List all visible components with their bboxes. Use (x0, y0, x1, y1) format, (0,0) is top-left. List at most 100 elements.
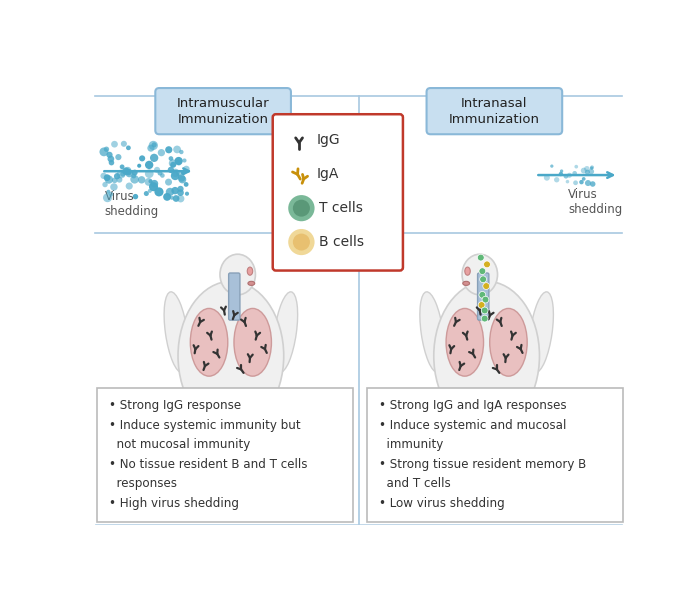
Circle shape (559, 172, 563, 176)
Circle shape (163, 193, 171, 201)
Circle shape (575, 165, 578, 168)
Circle shape (169, 156, 174, 161)
Circle shape (104, 147, 109, 152)
Circle shape (125, 170, 133, 177)
Ellipse shape (434, 282, 540, 431)
Circle shape (126, 183, 133, 189)
Circle shape (585, 170, 590, 175)
Ellipse shape (164, 292, 188, 373)
Ellipse shape (446, 308, 484, 376)
Circle shape (181, 171, 185, 175)
Circle shape (126, 146, 131, 150)
Circle shape (174, 157, 183, 165)
Circle shape (584, 166, 589, 172)
Circle shape (138, 176, 146, 183)
Circle shape (148, 179, 153, 183)
Ellipse shape (247, 267, 253, 275)
Circle shape (145, 161, 153, 169)
Circle shape (108, 156, 114, 162)
Circle shape (105, 176, 113, 184)
Circle shape (108, 192, 113, 196)
Circle shape (106, 152, 113, 158)
Circle shape (150, 180, 158, 187)
Text: Virus
shedding: Virus shedding (568, 188, 622, 216)
Circle shape (185, 192, 189, 196)
Circle shape (158, 149, 165, 156)
Ellipse shape (190, 308, 228, 376)
Circle shape (482, 307, 488, 314)
Circle shape (116, 154, 122, 160)
Circle shape (589, 169, 594, 174)
Circle shape (183, 159, 186, 162)
Circle shape (177, 195, 184, 202)
Circle shape (573, 180, 578, 185)
Circle shape (183, 166, 190, 173)
Circle shape (116, 177, 122, 183)
Circle shape (106, 190, 111, 193)
Circle shape (99, 147, 108, 156)
Circle shape (112, 177, 118, 183)
FancyBboxPatch shape (367, 388, 623, 522)
Text: Intramuscular
Immunization: Intramuscular Immunization (177, 96, 270, 126)
Circle shape (171, 171, 180, 180)
Circle shape (544, 175, 550, 181)
Circle shape (293, 199, 310, 217)
Circle shape (573, 171, 577, 176)
Circle shape (150, 154, 158, 162)
Circle shape (145, 170, 153, 178)
Circle shape (564, 174, 568, 179)
Ellipse shape (273, 292, 298, 373)
Circle shape (585, 180, 591, 186)
Circle shape (582, 177, 586, 181)
Circle shape (480, 276, 486, 283)
Circle shape (590, 167, 594, 170)
Ellipse shape (529, 292, 554, 373)
Circle shape (154, 167, 160, 173)
Circle shape (158, 171, 162, 176)
Circle shape (169, 159, 177, 167)
Circle shape (130, 175, 139, 184)
Circle shape (178, 174, 186, 181)
Ellipse shape (220, 254, 256, 295)
Circle shape (560, 170, 564, 173)
Ellipse shape (465, 267, 470, 275)
Circle shape (559, 173, 563, 176)
Circle shape (165, 146, 172, 153)
Circle shape (288, 229, 314, 255)
Ellipse shape (248, 282, 255, 285)
FancyBboxPatch shape (229, 273, 240, 320)
Circle shape (477, 254, 484, 261)
Circle shape (100, 173, 107, 179)
Circle shape (125, 169, 132, 176)
Circle shape (478, 302, 485, 308)
Circle shape (137, 164, 141, 168)
FancyBboxPatch shape (477, 273, 489, 320)
Circle shape (567, 173, 572, 178)
Circle shape (479, 292, 486, 298)
Circle shape (160, 173, 164, 178)
Circle shape (148, 189, 152, 193)
Circle shape (590, 165, 594, 170)
Circle shape (124, 167, 132, 174)
Text: Intranasal
Immunization: Intranasal Immunization (449, 96, 540, 126)
Circle shape (484, 261, 491, 268)
FancyBboxPatch shape (97, 388, 354, 522)
FancyBboxPatch shape (155, 88, 291, 134)
Circle shape (177, 186, 183, 192)
FancyBboxPatch shape (228, 279, 240, 298)
Circle shape (149, 182, 158, 191)
Text: IgA: IgA (317, 167, 340, 181)
Circle shape (173, 195, 179, 202)
Circle shape (172, 187, 178, 194)
Circle shape (155, 187, 164, 196)
Ellipse shape (463, 282, 470, 285)
Circle shape (176, 170, 183, 177)
Text: B cells: B cells (319, 235, 364, 249)
FancyBboxPatch shape (426, 88, 562, 134)
Circle shape (111, 141, 118, 147)
Circle shape (479, 268, 486, 274)
Circle shape (176, 160, 181, 165)
FancyBboxPatch shape (477, 279, 489, 298)
Circle shape (133, 194, 138, 199)
Circle shape (179, 150, 183, 154)
